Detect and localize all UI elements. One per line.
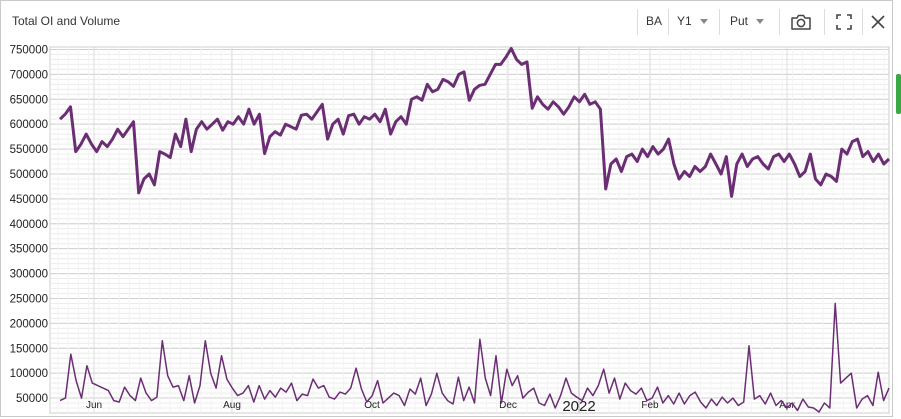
y-tick-label: 400000 <box>10 219 48 231</box>
y-tick-label: 300000 <box>10 269 48 281</box>
x-tick-label: Dec <box>499 400 517 411</box>
y-tick-label: 100000 <box>10 368 48 380</box>
period-dropdown[interactable]: Y1 <box>677 10 708 32</box>
close-icon[interactable] <box>866 10 890 34</box>
side-scroll-handle[interactable] <box>896 74 901 114</box>
fullscreen-icon[interactable] <box>832 10 856 34</box>
toolbar-divider <box>719 9 720 35</box>
x-tick-label: Apr <box>779 400 795 411</box>
option-type-label: Put <box>730 14 749 28</box>
toolbar-divider <box>779 9 780 35</box>
camera-icon[interactable] <box>789 10 813 34</box>
toolbar-divider <box>668 9 669 35</box>
open-interest-line <box>58 47 891 198</box>
chevron-down-icon <box>699 18 708 24</box>
symbol-label: BA <box>646 14 663 28</box>
toolbar-divider <box>824 9 825 35</box>
x-tick-label: Jun <box>86 400 102 411</box>
y-tick-label: 500000 <box>10 169 48 181</box>
y-tick-label: 150000 <box>10 343 48 355</box>
y-tick-label: 250000 <box>10 293 48 305</box>
x-tick-label: Aug <box>223 400 241 411</box>
chart-plot: 50000 100000 150000 200000 250000 300000 35000… <box>10 44 891 415</box>
y-tick-label: 450000 <box>10 194 48 206</box>
y-tick-label: 700000 <box>10 69 48 81</box>
volume-line <box>59 302 890 413</box>
x-tick-label: Oct <box>364 400 380 411</box>
y-tick-label: 600000 <box>10 119 48 131</box>
y-tick-label: 650000 <box>10 94 48 106</box>
toolbar-divider <box>637 9 638 35</box>
y-tick-label: 50000 <box>16 393 48 405</box>
y-tick-label: 750000 <box>10 44 48 56</box>
y-tick-label: 350000 <box>10 244 48 256</box>
chevron-down-icon <box>756 18 765 24</box>
symbol-selector[interactable]: BA <box>646 10 662 32</box>
x-tick-label: 2022 <box>562 398 595 415</box>
y-tick-label: 550000 <box>10 144 48 156</box>
chart-header: Total OI and Volume BA Y1 Put <box>1 1 892 41</box>
x-tick-label: Feb <box>641 400 659 411</box>
period-label: Y1 <box>677 14 692 28</box>
option-type-dropdown[interactable]: Put <box>730 10 765 32</box>
toolbar-divider <box>862 9 863 35</box>
y-tick-label: 200000 <box>10 318 48 330</box>
chart-title: Total OI and Volume <box>12 14 121 28</box>
